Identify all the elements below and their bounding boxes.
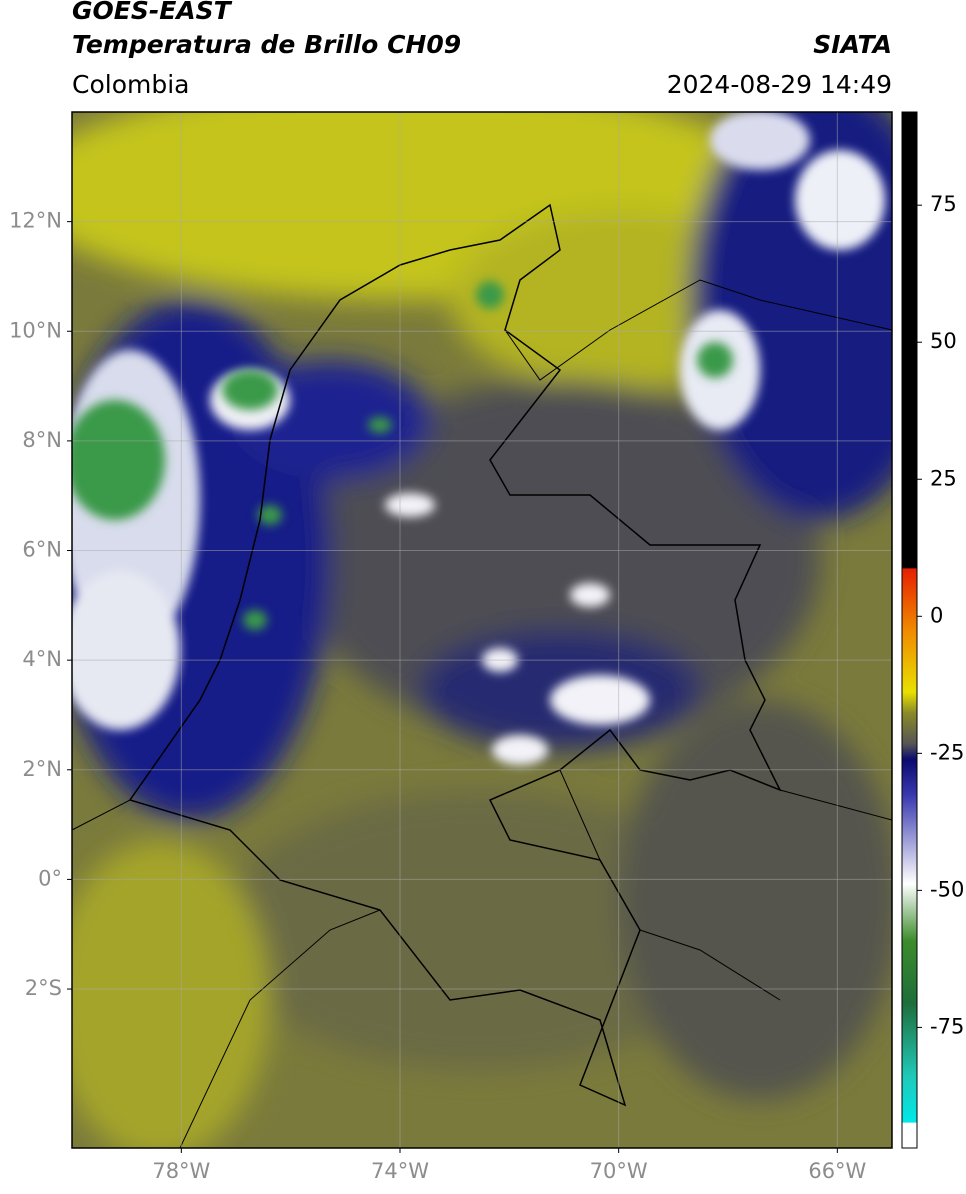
region: Colombia	[72, 70, 189, 99]
colorbar-tick-label: 75	[930, 192, 957, 216]
lon-tick-label: 74°W	[371, 1159, 429, 1183]
map-frame	[71, 111, 893, 1149]
lat-tick-label: 2°S	[25, 976, 62, 1000]
colorbar-tick-label: -50	[930, 877, 964, 901]
colorbar-tick-label: -25	[930, 740, 964, 764]
country-border	[128, 203, 782, 1107]
satellite-image	[72, 112, 892, 1148]
lat-tick-label: 6°N	[22, 538, 62, 562]
lat-tick-label: 2°N	[22, 757, 62, 781]
source: SIATA	[813, 30, 892, 59]
graticule	[72, 112, 892, 1148]
lat-tick-label: 12°N	[9, 209, 62, 233]
colorbar-tick-label: 0	[930, 603, 943, 627]
lat-tick-label: 4°N	[22, 647, 62, 671]
lat-tick-label: 0°	[38, 866, 62, 890]
lon-tick-label: 66°W	[808, 1159, 866, 1183]
colorbar	[901, 111, 918, 1149]
colorbar-tick-label: -75	[930, 1014, 964, 1038]
datetime: 2024-08-29 14:49	[667, 70, 892, 99]
lon-tick-label: 78°W	[152, 1159, 210, 1183]
colorbar-tick-label: 50	[930, 329, 957, 353]
lon-tick-label: 70°W	[590, 1159, 648, 1183]
colorbar-tick-label: 25	[930, 466, 957, 490]
border-line	[72, 279, 892, 1148]
subtitle: Temperatura de Brillo CH09	[72, 30, 461, 59]
title: GOES-EAST	[72, 0, 233, 25]
lat-tick-label: 10°N	[9, 318, 62, 342]
lat-tick-label: 8°N	[22, 428, 62, 452]
